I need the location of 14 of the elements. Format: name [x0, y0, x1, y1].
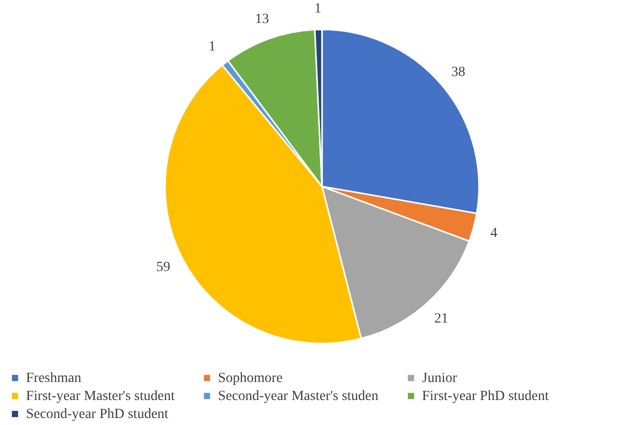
- data-label: 59: [156, 260, 170, 276]
- legend-label: First-year PhD student: [422, 389, 549, 404]
- data-label: 4: [490, 226, 498, 241]
- data-label: 1: [208, 39, 216, 54]
- data-label: 1: [314, 2, 322, 17]
- legend-label: First-year Master's student: [26, 389, 175, 404]
- data-label: 13: [254, 12, 269, 27]
- legend-label: Second-year PhD student: [26, 407, 168, 422]
- data-label: 21: [434, 312, 448, 327]
- data-label: 38: [451, 64, 466, 80]
- legend-label: Junior: [422, 371, 458, 386]
- legend-label: Freshman: [26, 371, 82, 386]
- legend-label: Second-year Master's studen: [218, 389, 378, 404]
- legend-label: Sophomore: [218, 371, 283, 386]
